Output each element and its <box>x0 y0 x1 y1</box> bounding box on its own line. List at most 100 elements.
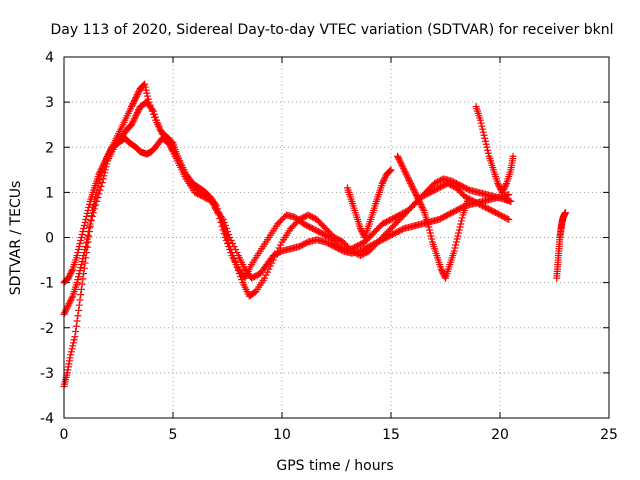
data-point <box>484 149 492 157</box>
data-point <box>396 157 404 165</box>
y-tick-label: 4 <box>45 50 54 66</box>
data-point <box>85 200 93 208</box>
data-point <box>499 187 507 195</box>
data-point <box>67 297 75 305</box>
data-point <box>410 185 418 193</box>
data-point <box>402 169 410 177</box>
data-point <box>481 134 489 142</box>
data-point <box>224 240 231 248</box>
data-point <box>220 230 228 238</box>
data-point <box>396 158 404 166</box>
x-tick-label: 5 <box>169 427 178 443</box>
data-point <box>399 163 407 171</box>
data-point <box>438 267 446 275</box>
data-point <box>63 304 71 312</box>
data-point <box>165 136 173 144</box>
data-point <box>129 100 137 108</box>
x-tick-label: 25 <box>600 427 618 443</box>
data-point <box>451 244 459 252</box>
data-point <box>82 254 90 262</box>
data-point <box>476 116 484 124</box>
data-point <box>79 275 87 283</box>
data-point <box>77 234 85 241</box>
data-point <box>480 131 488 139</box>
data-point <box>502 181 510 189</box>
data-point <box>100 161 108 169</box>
data-point <box>408 182 416 190</box>
data-point <box>503 215 511 223</box>
y-tick-label: 1 <box>45 185 54 201</box>
data-point <box>88 212 96 220</box>
data-point <box>404 175 412 183</box>
data-point <box>130 116 138 124</box>
data-point <box>141 83 149 91</box>
data-point <box>128 121 136 129</box>
data-point <box>166 137 174 145</box>
data-point <box>83 239 91 247</box>
data-point <box>407 181 415 189</box>
data-point <box>415 197 423 205</box>
data-point <box>275 244 283 252</box>
data-point <box>427 232 435 240</box>
y-tick-label: -1 <box>40 276 54 292</box>
data-point <box>452 238 460 246</box>
data-point <box>454 232 462 240</box>
data-point <box>412 190 420 198</box>
data-point <box>77 291 85 299</box>
data-point <box>478 122 486 130</box>
data-point <box>452 241 460 249</box>
data-point <box>61 307 69 315</box>
data-point <box>74 249 82 257</box>
data-point <box>380 176 388 184</box>
series-1 <box>60 134 513 287</box>
data-point <box>261 274 269 282</box>
data-point <box>95 179 103 187</box>
data-point <box>217 218 225 226</box>
plot-frame <box>63 56 610 419</box>
data-point <box>498 188 506 196</box>
data-point <box>222 237 230 245</box>
data-point <box>358 227 366 235</box>
data-point <box>463 197 471 205</box>
data-point <box>274 247 282 255</box>
data-point <box>76 267 84 275</box>
data-point <box>381 173 389 181</box>
data-point <box>78 280 86 288</box>
y-tick-label: 2 <box>45 140 54 156</box>
data-point <box>144 92 152 100</box>
data-point <box>418 203 426 211</box>
data-point <box>83 209 91 217</box>
data-point <box>165 134 173 142</box>
data-point <box>268 259 276 267</box>
data-point <box>507 197 515 205</box>
data-point <box>437 265 445 273</box>
data-point <box>265 265 273 273</box>
x-tick-label: 10 <box>273 427 291 443</box>
series-5 <box>472 103 517 196</box>
data-point <box>394 154 402 162</box>
data-point <box>266 262 274 270</box>
data-point <box>216 215 224 223</box>
data-point <box>397 160 405 168</box>
data-point <box>75 301 83 309</box>
data-point <box>130 115 138 123</box>
x-axis-label: GPS time / hours <box>276 458 393 474</box>
data-point <box>85 203 93 211</box>
data-point <box>149 110 157 118</box>
data-point <box>74 276 82 284</box>
data-point <box>219 226 227 234</box>
data-point <box>130 98 138 106</box>
data-point <box>479 125 487 133</box>
data-point <box>128 103 136 111</box>
data-point <box>418 202 426 210</box>
data-point <box>133 110 141 118</box>
data-point <box>215 211 223 219</box>
data-point <box>86 222 94 230</box>
data-point <box>78 230 86 238</box>
data-point <box>277 241 285 249</box>
data-point <box>147 104 155 112</box>
data-point <box>85 227 93 235</box>
data-point <box>61 309 69 317</box>
data-point <box>92 193 100 201</box>
